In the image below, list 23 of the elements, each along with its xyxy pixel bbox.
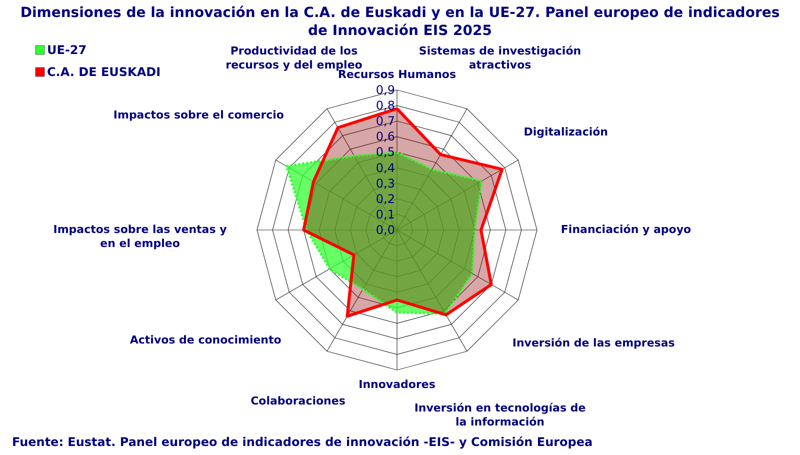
spoke-label: Sistemas de investigación atractivos (418, 44, 582, 72)
spoke-label: Digitalización (524, 126, 608, 138)
spoke-label: Inversión de las empresas (512, 336, 676, 350)
spoke-label: Inversión en tecnologías de la información (414, 401, 586, 428)
y-tick-label: 0,0 (376, 223, 395, 237)
spoke-label: Activos de conocimiento (130, 334, 282, 346)
legend-label: UE-27 (47, 43, 87, 57)
y-tick-label: 0,3 (376, 176, 395, 190)
y-tick-label: 0,8 (376, 98, 395, 113)
spoke-label: Colaboraciones (250, 394, 346, 408)
spoke-label: Innovadores (358, 378, 436, 391)
legend-label: C.A. DE EUSKADI (47, 65, 161, 79)
y-tick-label: 0,6 (376, 130, 395, 144)
source-note: Fuente: Eustat. Panel europeo de indicadores de innovación -EIS- y Comisión Europea (12, 435, 593, 449)
y-tick-label: 0,1 (376, 207, 395, 222)
spoke-label: Impactos sobre el comercio (113, 108, 284, 122)
y-tick-label: 0,4 (376, 160, 395, 175)
y-tick-label: 0,2 (376, 192, 395, 206)
spoke-label: Impactos sobre las ventas y en el empleo (53, 223, 227, 250)
chart-title: Dimensiones de la innovación en la C.A. de Euskadi y en la UE-27. Panel europeo de indicadores de Innovación EIS 2025 (20, 5, 780, 39)
spoke-label: Financiación y apoyo (560, 223, 692, 236)
y-tick-label: 0,9 (376, 83, 395, 97)
y-tick-label: 0,7 (376, 114, 395, 128)
